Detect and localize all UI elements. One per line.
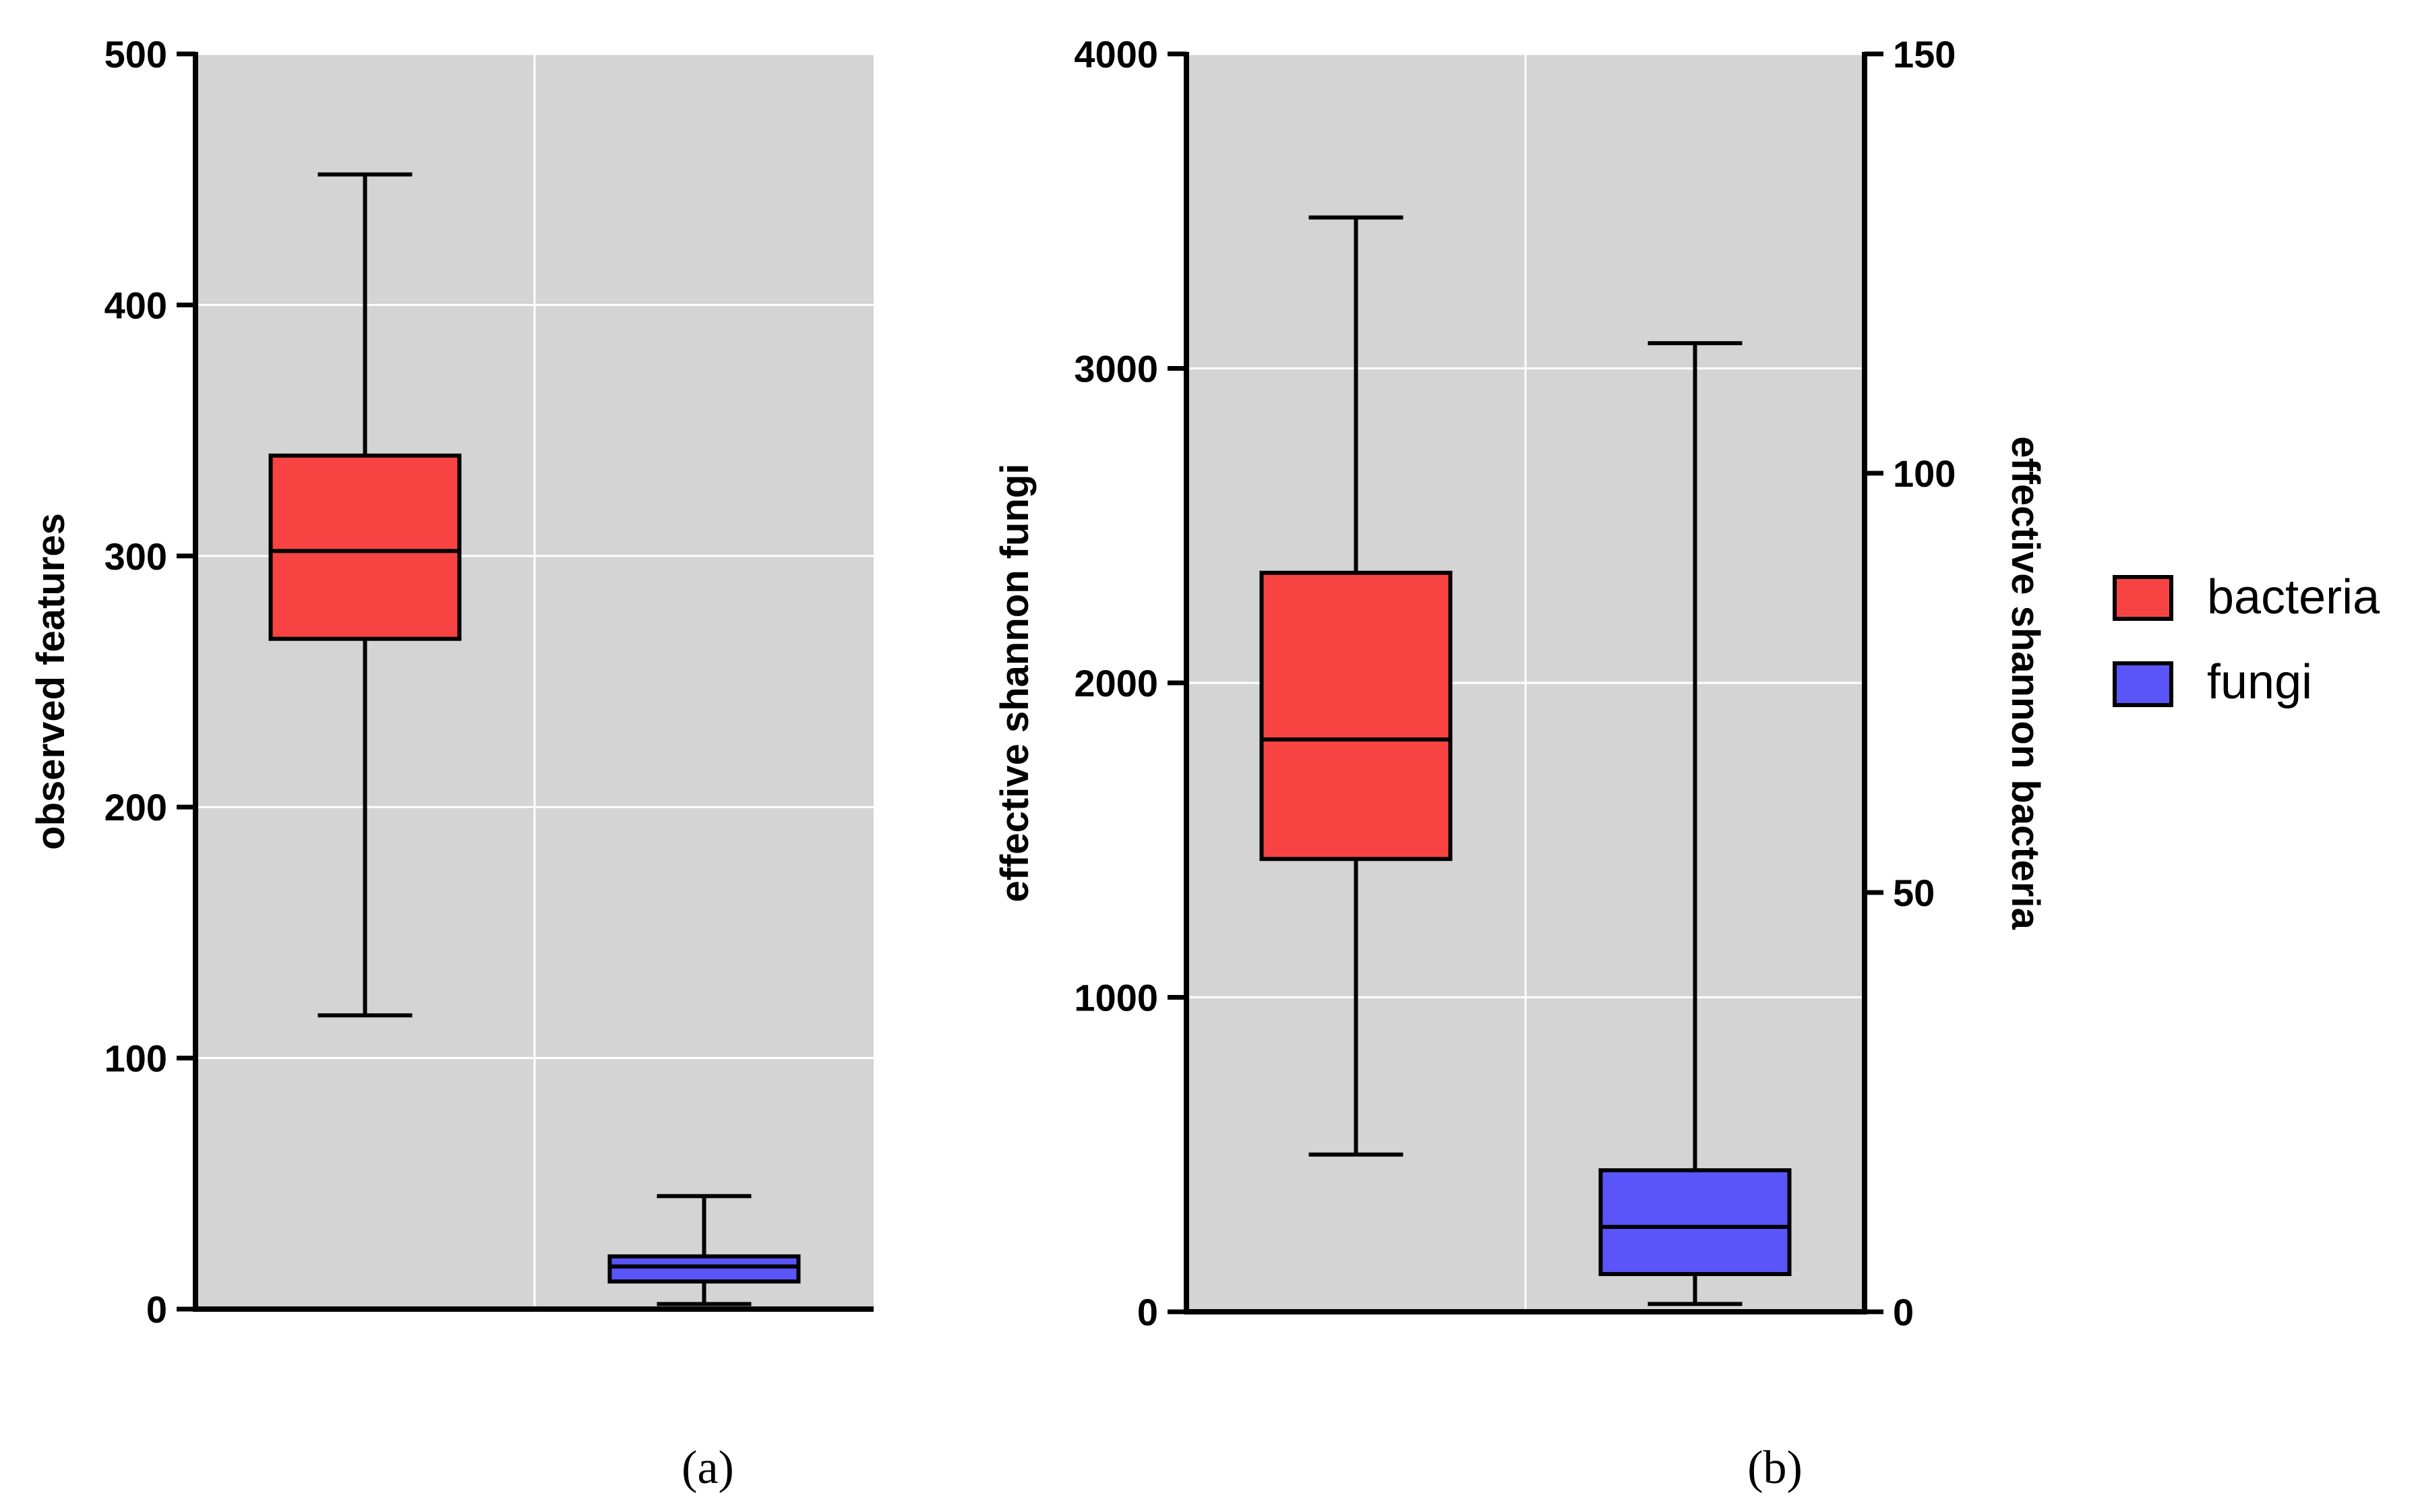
- legend-swatch-bacteria: [2113, 575, 2173, 621]
- y-tick-label: 3000: [1074, 348, 1158, 390]
- box-iqr: [1598, 1168, 1792, 1277]
- legend-label-bacteria: bacteria: [2207, 570, 2380, 624]
- y-tick-label: 0: [146, 1288, 167, 1331]
- y-tick-label: 200: [104, 786, 167, 828]
- y-tick-label: 100: [104, 1037, 167, 1080]
- y-tick-label: 400: [104, 284, 167, 326]
- box-iqr: [607, 1254, 801, 1284]
- box-fungi: [607, 1194, 801, 1306]
- panel-label-b: (b): [1747, 1442, 1803, 1494]
- y-axis-title: observed features: [29, 513, 73, 850]
- y-tick-label: 1000: [1074, 977, 1158, 1019]
- box-fungi: [1598, 341, 1792, 1306]
- box-bacteria: [1259, 215, 1453, 1157]
- box-iqr: [268, 453, 462, 641]
- y-tick-label: 4000: [1074, 33, 1158, 75]
- y-tick-label: 300: [104, 535, 167, 578]
- y2-tick-label: 50: [1893, 872, 1935, 914]
- y-tick-label: 500: [104, 33, 167, 75]
- box-bacteria: [268, 172, 462, 1018]
- y2-tick-label: 150: [1893, 33, 1956, 75]
- y-tick-label: 2000: [1074, 662, 1158, 704]
- y2-tick-label: 0: [1893, 1291, 1914, 1333]
- box-iqr: [1259, 570, 1453, 861]
- panel-a-chart: 0 100 200 300 400 500 observed features: [29, 33, 874, 1331]
- y-tick-label: 0: [1137, 1291, 1158, 1333]
- y-axis-title: effective shannon fungi: [993, 464, 1037, 903]
- panel-label-a: (a): [682, 1442, 734, 1494]
- y2-axis-title: effective shannon bacteria: [2003, 436, 2047, 930]
- legend: bacteria fungi: [2113, 570, 2380, 709]
- legend-swatch-fungi: [2113, 661, 2173, 707]
- y2-tick-label: 100: [1893, 452, 1956, 495]
- legend-label-fungi: fungi: [2207, 655, 2312, 709]
